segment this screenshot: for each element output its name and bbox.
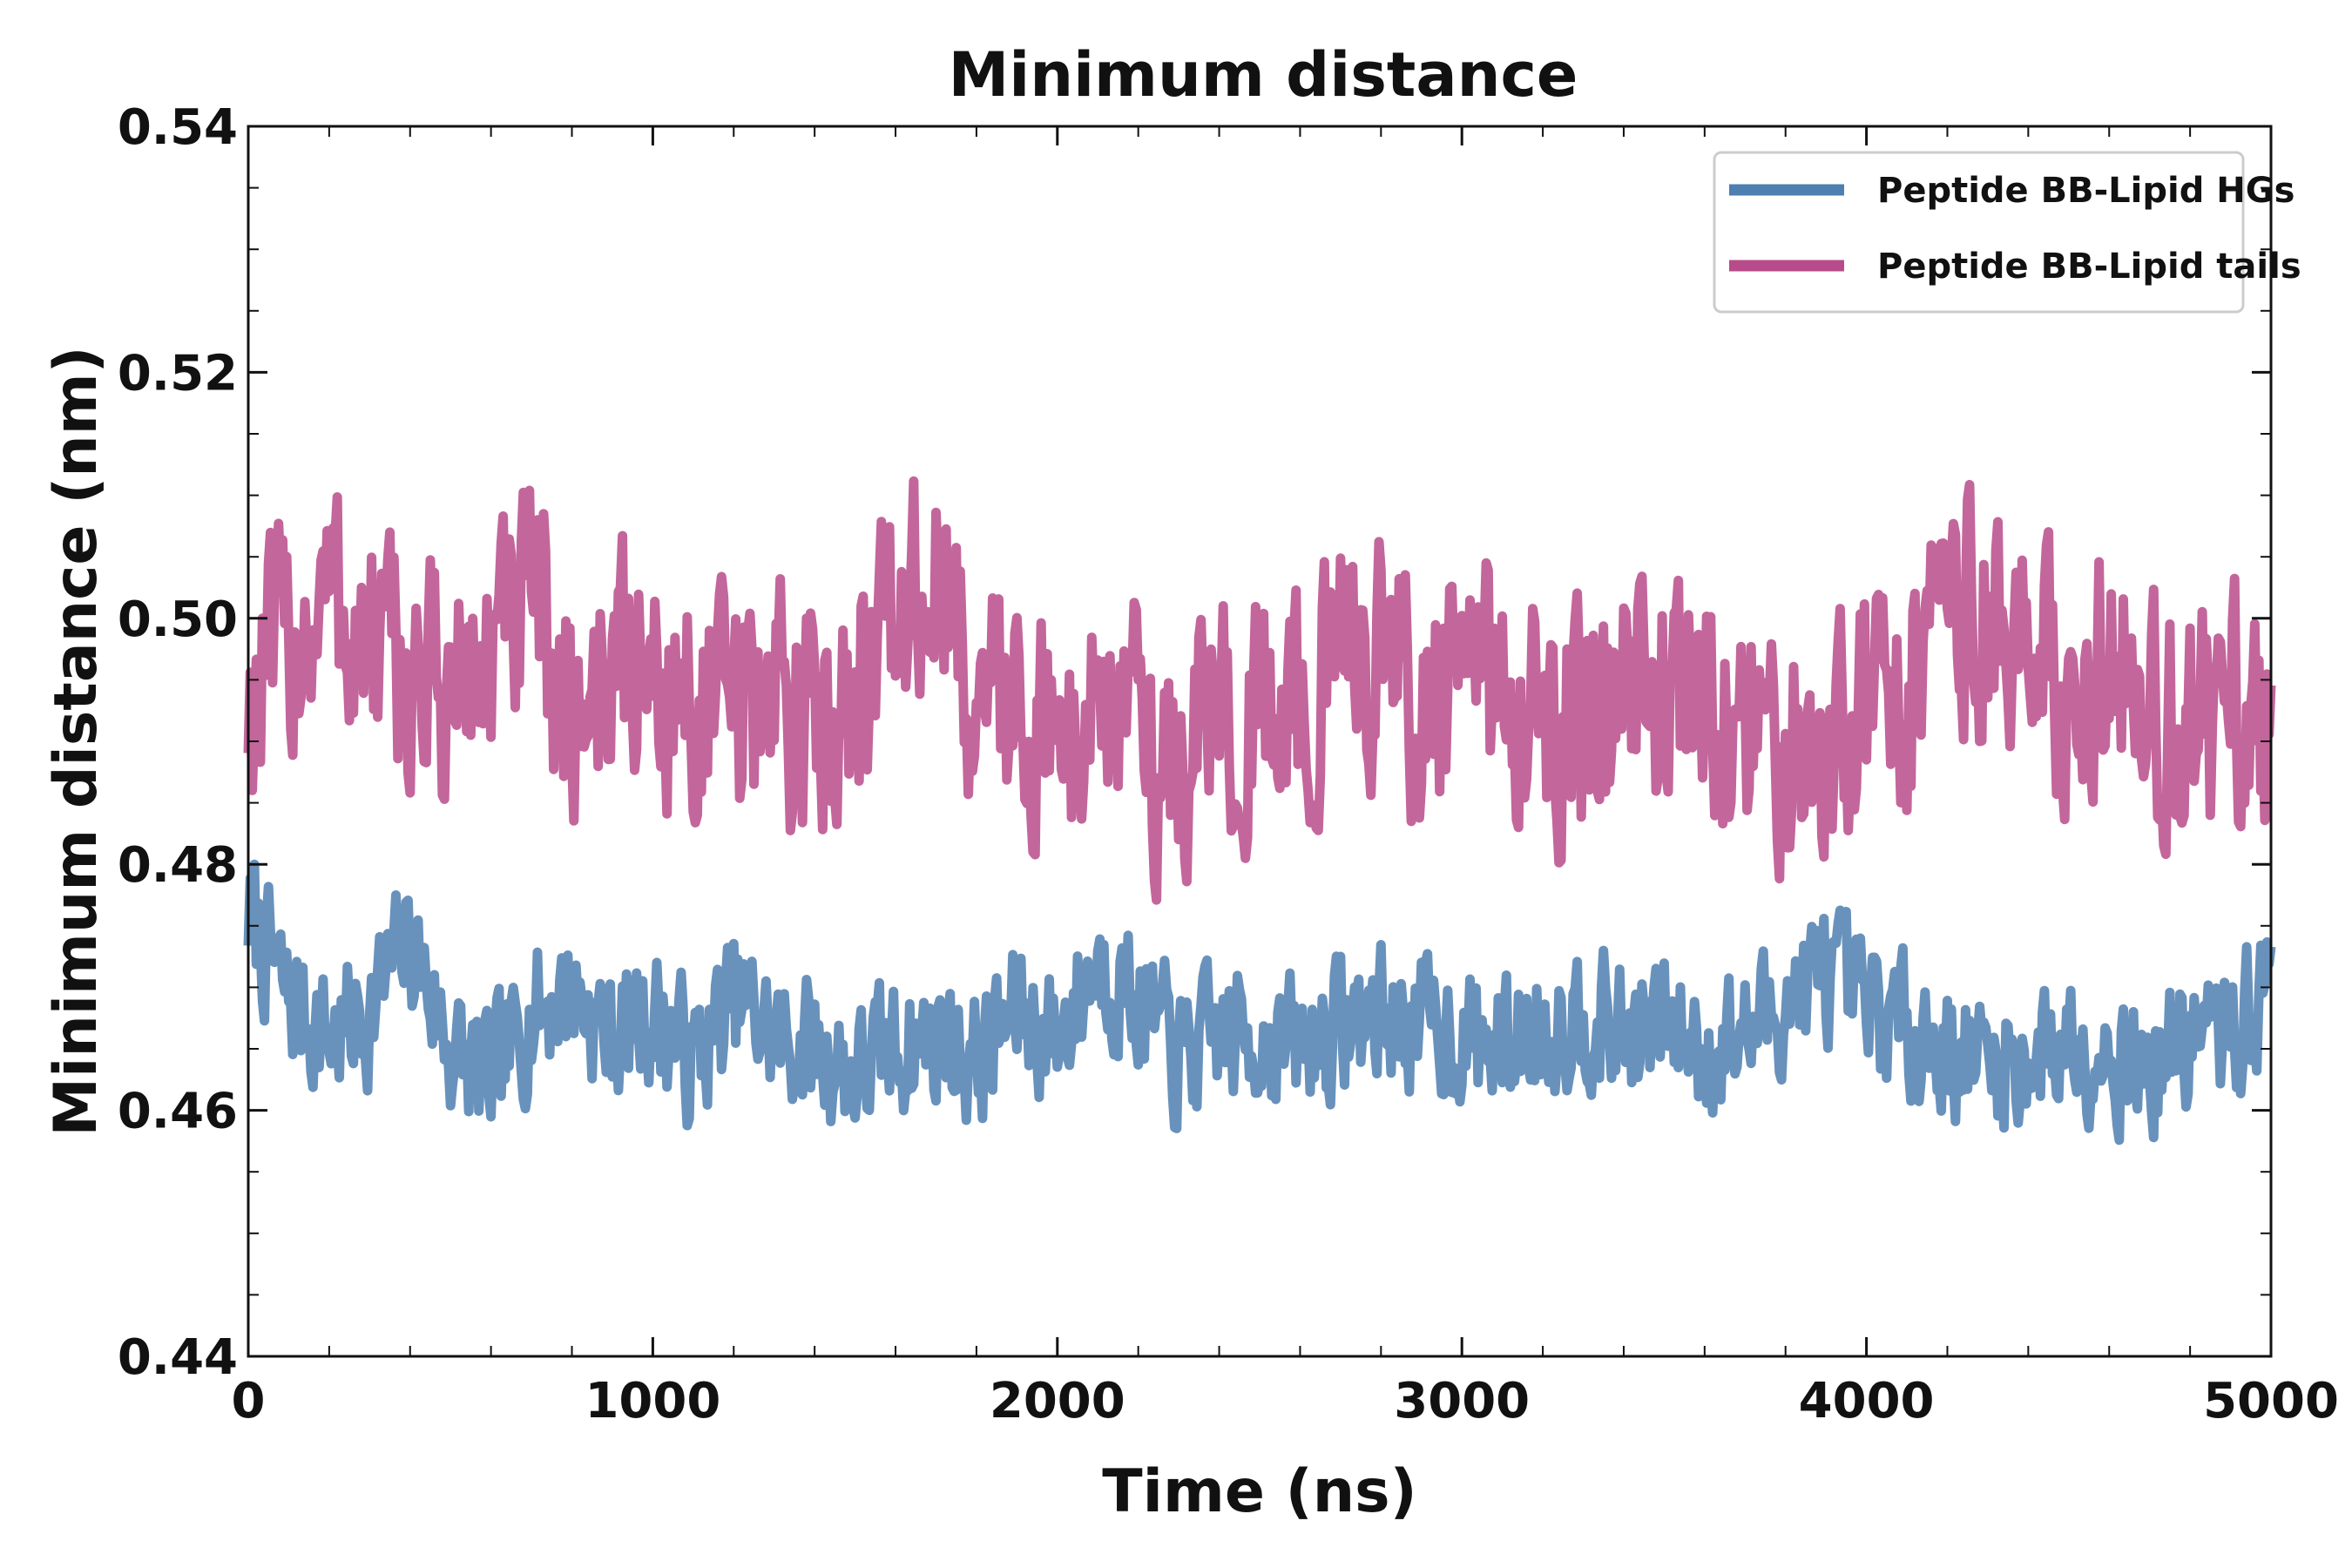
y-tick-label: 0.44 [118, 1329, 238, 1386]
x-tick-label: 3000 [1394, 1373, 1530, 1429]
legend: Peptide BB-Lipid HGs Peptide BB-Lipid ta… [1713, 151, 2301, 314]
x-tick-label: 5000 [2203, 1373, 2339, 1429]
y-tick-label: 0.54 [118, 99, 238, 156]
y-tick-label: 0.52 [118, 345, 238, 402]
x-tick-label: 4000 [1799, 1373, 1935, 1429]
chart-title: Minimum distance [949, 39, 1578, 111]
legend-label-tails: Peptide BB-Lipid tails [1877, 247, 2301, 287]
x-tick-label: 2000 [990, 1373, 1125, 1429]
x-axis-label: Time (ns) [1102, 1457, 1416, 1526]
y-axis-label: Minimum distance (nm) [42, 346, 111, 1136]
x-tick-label: 1000 [585, 1373, 720, 1429]
legend-box [1713, 151, 2245, 314]
y-tick-label: 0.46 [118, 1084, 238, 1140]
y-tick-label: 0.50 [118, 591, 238, 648]
series-line-0 [243, 859, 2276, 1146]
legend-label-hgs: Peptide BB-Lipid HGs [1877, 171, 2295, 211]
series-layer [243, 476, 2276, 1146]
x-tick-label: 0 [232, 1373, 266, 1429]
series-line-1 [243, 476, 2276, 905]
y-tick-label: 0.48 [118, 837, 238, 894]
tick-layer: 0 1000 2000 3000 4000 5000 0.44 0.46 0.48 0.50 0.5… [118, 99, 2339, 1429]
